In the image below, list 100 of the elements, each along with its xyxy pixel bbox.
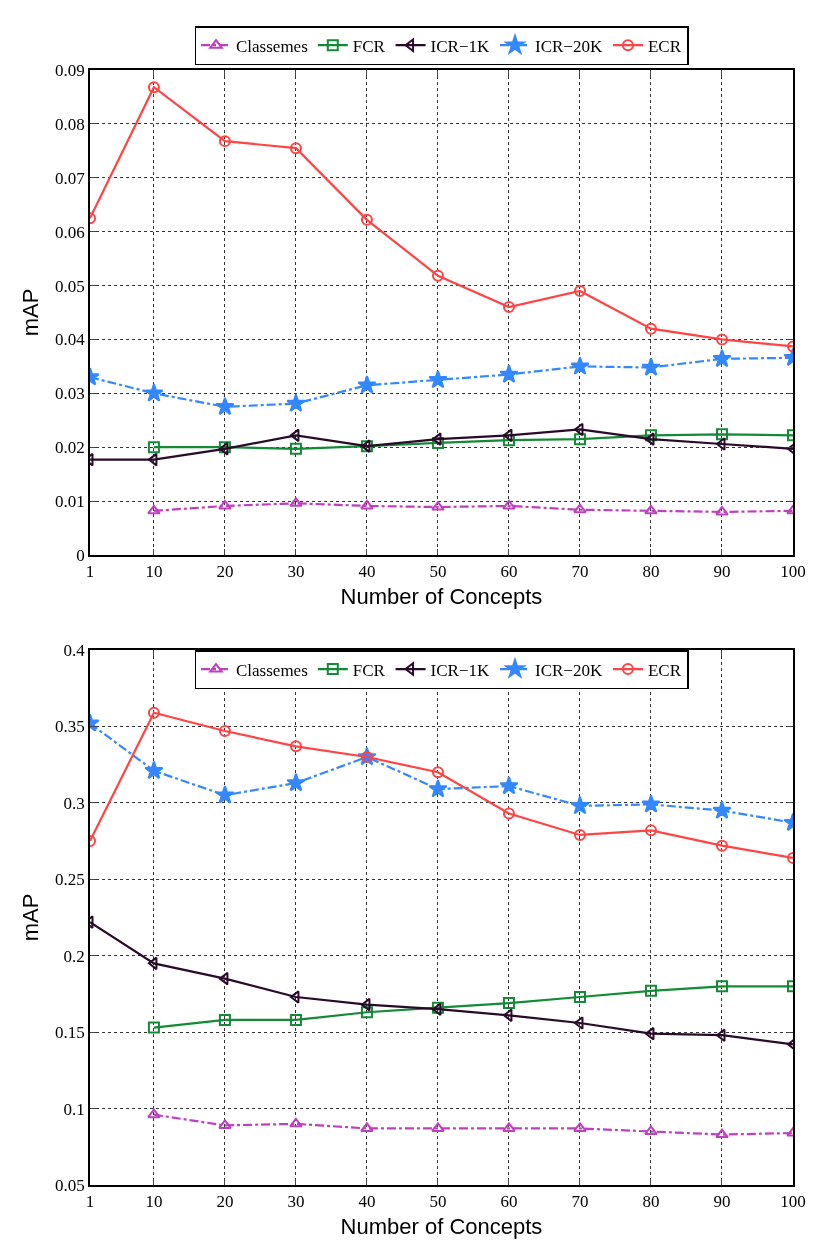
y-tick-label: 0.1 — [63, 1099, 85, 1119]
point — [215, 785, 235, 804]
point — [573, 433, 586, 446]
y-tick-label: 0.25 — [55, 870, 85, 890]
point — [644, 432, 655, 446]
point — [644, 984, 657, 997]
point — [289, 990, 300, 1004]
point — [641, 357, 661, 376]
y-tick-label: 0.06 — [55, 222, 85, 242]
x-tick-label: 20 — [216, 1192, 234, 1212]
y-tick-label: 0.04 — [55, 330, 86, 350]
point — [289, 1117, 303, 1128]
point — [502, 997, 515, 1010]
point — [360, 213, 373, 226]
x-tick-label: 40 — [358, 1192, 376, 1212]
x-axis-title: Number of Concepts — [340, 1213, 543, 1239]
point — [573, 1122, 587, 1132]
point — [715, 333, 728, 346]
point — [715, 1028, 726, 1042]
x-tick-label: 50 — [429, 1192, 447, 1212]
point — [502, 1122, 516, 1132]
x-tick-label: 90 — [713, 1192, 731, 1212]
legend-label: Classemes — [236, 36, 308, 56]
y-tick-label: 0.05 — [55, 1175, 85, 1195]
x-tick-label: 40 — [358, 562, 376, 582]
point — [218, 725, 231, 738]
point — [289, 497, 303, 507]
legend-label: Classemes — [236, 660, 308, 680]
point — [573, 284, 586, 297]
y-tick-label: 0.2 — [63, 946, 85, 966]
x-tick-label: 70 — [571, 1192, 589, 1212]
legend-label: FCR — [352, 36, 386, 56]
point — [289, 142, 302, 155]
point — [712, 348, 732, 368]
point — [215, 396, 235, 416]
point — [715, 839, 728, 852]
point — [570, 795, 590, 815]
point — [431, 766, 444, 779]
x-axis-title: Number of Concepts — [340, 583, 543, 609]
x-tick-label: 1 — [85, 1192, 95, 1212]
point — [715, 1128, 729, 1139]
x-tick-label: 100 — [780, 562, 806, 582]
point — [147, 81, 160, 94]
point — [502, 1008, 513, 1023]
point — [289, 740, 302, 753]
point — [218, 971, 229, 986]
point — [573, 422, 584, 437]
point — [144, 760, 164, 780]
y-tick-label: 0 — [76, 545, 85, 565]
point — [573, 828, 586, 841]
y-tick-label: 0.01 — [55, 492, 85, 512]
point — [499, 364, 519, 383]
point — [218, 499, 232, 510]
point — [144, 383, 164, 402]
legend-label: ICR−20K — [535, 660, 603, 680]
point — [360, 1122, 374, 1132]
point — [715, 505, 729, 516]
point — [644, 504, 658, 515]
point — [641, 794, 661, 813]
legend-label: ICR−20K — [535, 36, 603, 56]
point — [147, 706, 160, 719]
point — [431, 432, 442, 446]
y-axis-title: mAP — [18, 288, 44, 337]
point — [570, 356, 590, 375]
x-tick-label: 90 — [713, 562, 731, 582]
point — [644, 1125, 658, 1135]
point — [218, 1119, 232, 1129]
x-tick-label: 20 — [216, 562, 234, 582]
x-tick-label: 60 — [500, 562, 518, 582]
point — [715, 980, 728, 993]
point — [502, 499, 516, 510]
x-tick-label: 10 — [145, 1192, 163, 1212]
point — [289, 442, 302, 455]
point — [431, 1122, 445, 1132]
y-tick-label: 0.09 — [55, 60, 85, 80]
point — [502, 434, 515, 447]
x-tick-label: 70 — [571, 562, 589, 582]
y-tick-label: 0.15 — [55, 1023, 85, 1043]
point — [712, 800, 732, 819]
point — [147, 504, 161, 515]
x-tick-label: 30 — [287, 1192, 305, 1212]
legend-label: ICR−1K — [430, 660, 490, 680]
point — [499, 775, 519, 795]
point — [147, 452, 158, 467]
point — [360, 1006, 373, 1019]
point — [431, 436, 444, 449]
point — [218, 1013, 231, 1026]
legend-label: ICR−1K — [430, 36, 490, 56]
legend-label: ECR — [647, 660, 682, 680]
point — [286, 772, 306, 792]
point — [502, 428, 513, 443]
point — [431, 269, 444, 282]
point — [502, 807, 515, 820]
x-tick-label: 1 — [85, 562, 95, 582]
point — [428, 369, 448, 389]
x-tick-label: 100 — [780, 1192, 806, 1212]
point — [644, 429, 657, 442]
y-tick-label: 0.05 — [55, 276, 85, 296]
point — [431, 501, 445, 511]
y-tick-label: 0.02 — [55, 438, 85, 458]
